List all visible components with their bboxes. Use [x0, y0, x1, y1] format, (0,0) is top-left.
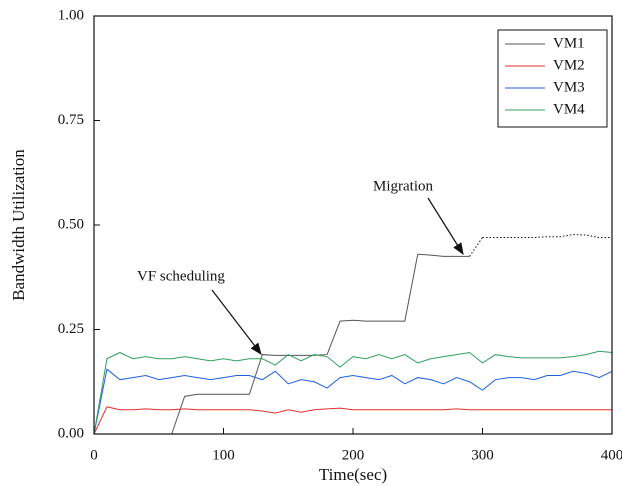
line-connector [469, 237, 483, 257]
x-tick-label: 200 [342, 447, 365, 463]
annotation: VF scheduling [137, 268, 225, 284]
legend-label: VM3 [553, 79, 585, 95]
plot-area [93, 234, 613, 435]
y-tick-label: 0.75 [58, 112, 84, 128]
x-tick-label: 400 [601, 447, 622, 463]
y-tick-label: 1.00 [58, 7, 84, 23]
legend-label: VM4 [553, 101, 585, 117]
annotation-arrow [427, 197, 464, 256]
y-tick-label: 0.50 [58, 216, 84, 232]
x-axis-title: Time(sec) [319, 465, 387, 484]
legend-box [497, 29, 608, 128]
x-tick-label: 300 [471, 447, 494, 463]
legend: VM1 VM2 VM3 VM4 [497, 29, 608, 128]
legend-label: VM2 [553, 57, 585, 73]
annotation: Migration [373, 178, 433, 194]
series-line [93, 368, 613, 435]
series-line [93, 350, 613, 435]
y-tick-label: 0.00 [58, 425, 84, 441]
annotation-arrow [211, 289, 262, 355]
y-axis-title: Bandwidth Utilization [9, 149, 28, 301]
x-tick-label: 100 [212, 447, 235, 463]
x-tick-label: 0 [90, 447, 98, 463]
legend-label: VM1 [553, 35, 585, 51]
series-line [482, 234, 612, 239]
series-line [93, 406, 612, 435]
y-tick-label: 0.25 [58, 321, 84, 337]
